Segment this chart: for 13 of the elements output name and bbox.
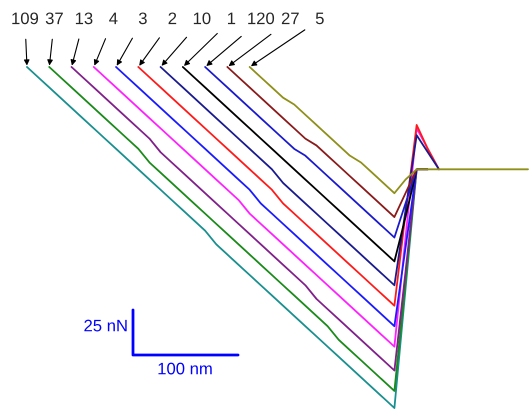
text: 1: [228, 12, 236, 24]
text: 109: [12, 12, 38, 24]
text: 4: [109, 12, 118, 24]
annotation: 100 nm: [158, 362, 212, 374]
text: 2: [168, 12, 176, 24]
text: 10: [194, 12, 210, 24]
annotation: 25 nN: [84, 320, 127, 332]
text: 37: [46, 12, 63, 24]
text: 120: [248, 12, 274, 24]
text: 5: [316, 12, 324, 24]
text: 13: [76, 12, 92, 24]
text: 27: [282, 12, 299, 24]
text: 3: [138, 12, 147, 24]
